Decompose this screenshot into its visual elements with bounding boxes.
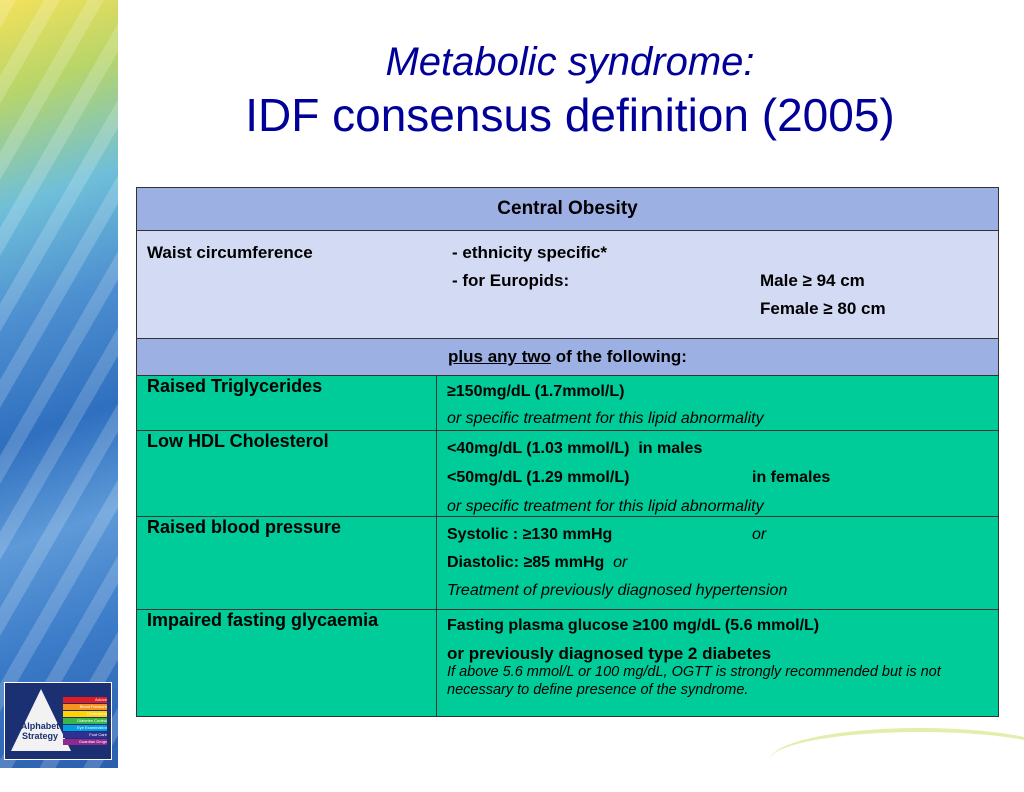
criterion-name: Raised Triglycerides [136, 375, 437, 431]
plus-any-two-cell: plus any two of the following: [136, 338, 999, 376]
criterion-name: Raised blood pressure [136, 516, 437, 610]
criterion-line: Diastolic: ≥85 mmHg [447, 554, 605, 571]
waist-ethnicity: - ethnicity specific* [452, 243, 607, 262]
criterion-row: Low HDL Cholesterol <40mg/dL (1.03 mmol/… [136, 430, 999, 517]
criterion-line: ≥150mg/dL (1.7mmol/L) [447, 383, 625, 400]
plus-any-two-underlined: plus any two [448, 347, 551, 366]
definition-table: Central Obesity Waist circumference - et… [136, 187, 999, 717]
waist-europids: - for Europids: [452, 271, 570, 290]
criterion-row: Raised Triglycerides ≥150mg/dL (1.7mmol/… [136, 375, 999, 431]
logo-bar: Guardian Drugs [63, 739, 107, 745]
plus-row: plus any two of the following: [136, 338, 999, 376]
logo-bar: Blood Pressure [63, 704, 107, 710]
decorative-swoosh [770, 728, 1024, 792]
slide-title-line1: Metabolic syndrome: [385, 40, 755, 84]
criterion-name: Low HDL Cholesterol [136, 430, 437, 517]
header-row: Central Obesity [136, 187, 999, 231]
waist-male: Male ≥ 94 cm [760, 271, 865, 290]
logo-bar: Foot Care [63, 732, 107, 738]
criterion-detail: ≥150mg/dL (1.7mmol/L) or specific treatm… [436, 375, 999, 431]
criterion-line: or specific treatment for this lipid abn… [447, 498, 764, 515]
criterion-line: <40mg/dL (1.03 mmol/L) [447, 440, 630, 457]
central-obesity-header: Central Obesity [136, 187, 999, 231]
criterion-name: Impaired fasting glycaemia [136, 609, 437, 717]
criterion-line: or specific treatment for this lipid abn… [447, 410, 764, 427]
waist-cell: Waist circumference - ethnicity specific… [136, 230, 999, 339]
criterion-line: or [613, 554, 628, 571]
criterion-line: or previously diagnosed type 2 diabetes [447, 644, 772, 663]
criterion-row: Impaired fasting glycaemia Fasting plasm… [136, 609, 999, 717]
logo-bar: Eye Examination [63, 725, 107, 731]
logo-bar: Advice [63, 697, 107, 703]
criterion-line: Systolic : ≥130 mmHg [447, 526, 613, 543]
logo-bar: Diabetes Control [63, 718, 107, 724]
slide-title-line2: IDF consensus definition (2005) [245, 89, 895, 141]
plus-rest: of the following: [551, 347, 687, 366]
decorative-side-strip [0, 0, 118, 768]
logo-bars: Advice Blood Pressure Cholesterol Diabet… [63, 697, 107, 746]
criterion-detail: <40mg/dL (1.03 mmol/L) in males <50mg/dL… [436, 430, 999, 517]
waist-label: Waist circumference [147, 243, 313, 262]
criterion-detail: Systolic : ≥130 mmHg or Diastolic: ≥85 mm… [436, 516, 999, 610]
criterion-line: Treatment of previously diagnosed hypert… [447, 582, 788, 599]
criterion-line: or [752, 526, 767, 543]
logo-triangle-icon [11, 689, 71, 751]
criterion-detail: Fasting plasma glucose ≥100 mg/dL (5.6 m… [436, 609, 999, 717]
waist-row: Waist circumference - ethnicity specific… [136, 230, 999, 339]
alphabet-strategy-logo: Alphabet Strategy Advice Blood Pressure … [4, 682, 112, 760]
criterion-line: If above 5.6 mmol/L or 100 mg/dL, OGTT i… [447, 664, 941, 698]
criterion-line: in females [752, 469, 831, 486]
criterion-line: in males [638, 440, 703, 457]
waist-female: Female ≥ 80 cm [760, 299, 886, 318]
criterion-line: <50mg/dL (1.29 mmol/L) [447, 469, 630, 486]
logo-bar: Cholesterol [63, 711, 107, 717]
logo-text: Alphabet Strategy [20, 721, 60, 741]
criterion-row: Raised blood pressure Systolic : ≥130 mm… [136, 516, 999, 610]
criterion-line: Fasting plasma glucose ≥100 mg/dL (5.6 m… [447, 617, 820, 634]
